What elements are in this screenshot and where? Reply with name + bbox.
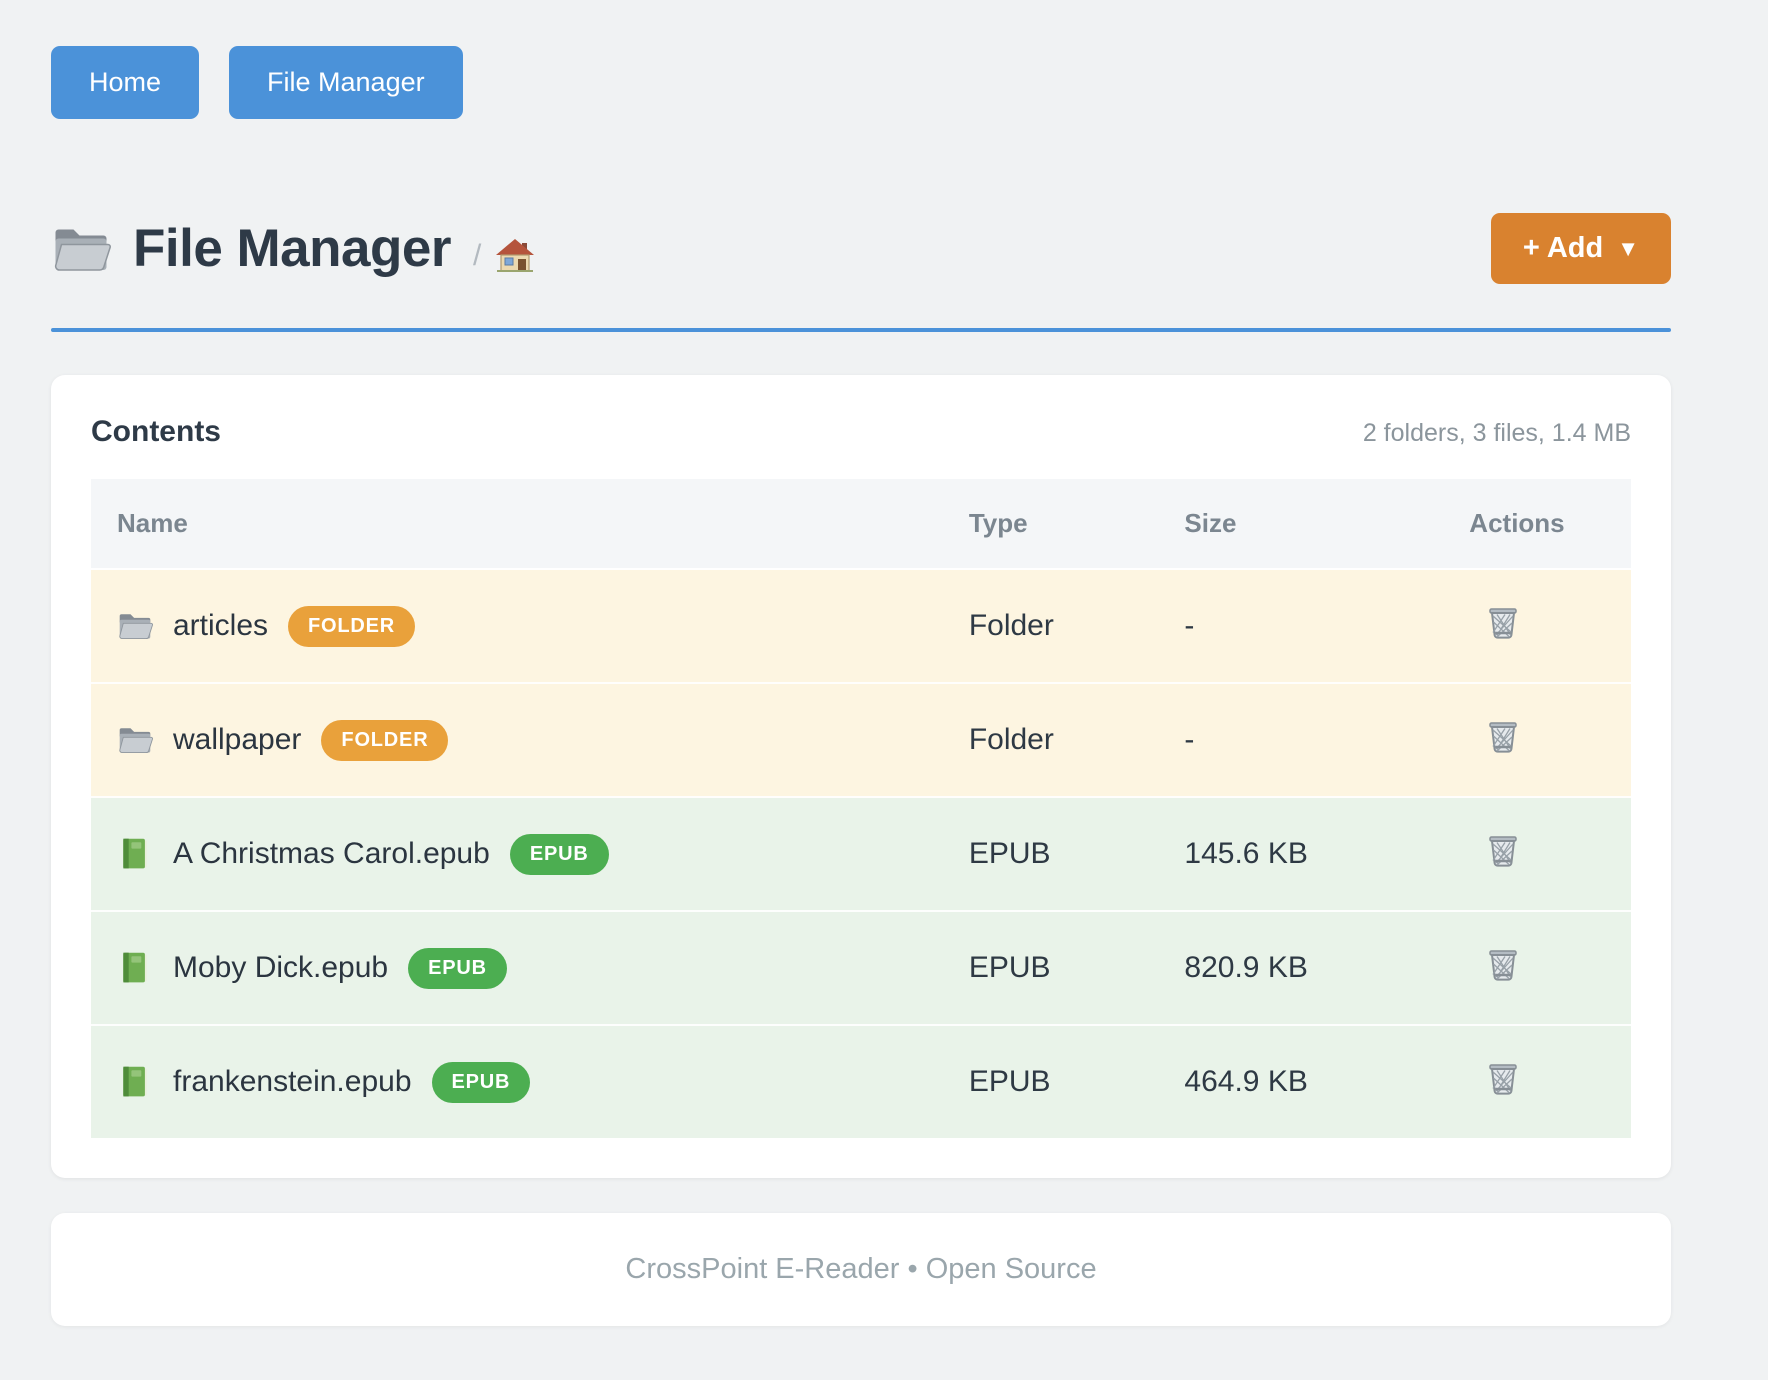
size-cell: 464.9 KB (1184, 1026, 1470, 1138)
chevron-down-icon: ▼ (1617, 235, 1639, 261)
trash-icon (1483, 1058, 1523, 1098)
file-name: Moby Dick.epub (173, 951, 389, 984)
folder-icon (117, 722, 153, 758)
footer-card: CrossPoint E-Reader • Open Source (51, 1213, 1671, 1326)
type-badge: EPUB (509, 833, 609, 875)
book-icon (117, 836, 153, 872)
delete-button[interactable] (1483, 1058, 1523, 1098)
table-row[interactable]: wallpaper FOLDER Folder - (91, 684, 1631, 798)
page-header: File Manager / + Add ▼ (51, 213, 1671, 284)
table-row[interactable]: frankenstein.epub EPUB EPUB 464.9 KB (91, 1026, 1631, 1138)
add-button[interactable]: + Add ▼ (1490, 213, 1671, 284)
delete-button[interactable] (1483, 830, 1523, 870)
type-cell: Folder (968, 684, 1185, 798)
header-divider (51, 328, 1671, 332)
type-badge: FOLDER (321, 719, 449, 761)
page-title: File Manager (133, 219, 451, 278)
top-nav: Home File Manager (51, 46, 1671, 119)
contents-summary: 2 folders, 3 files, 1.4 MB (1362, 419, 1631, 447)
name-cell[interactable]: wallpaper FOLDER (91, 684, 969, 796)
trash-icon (1483, 602, 1523, 642)
breadcrumb-home-link[interactable] (495, 236, 535, 276)
file-name: frankenstein.epub (173, 1065, 412, 1098)
size-cell: 145.6 KB (1184, 798, 1470, 912)
name-cell[interactable]: articles FOLDER (91, 570, 969, 682)
size-cell: - (1184, 570, 1470, 684)
table-header-row: Name Type Size Actions (91, 479, 1631, 570)
page: Home File Manager File Manager / + Add ▼… (51, 0, 1671, 1326)
title-group: File Manager / (51, 218, 535, 279)
size-cell: - (1184, 684, 1470, 798)
trash-icon (1483, 716, 1523, 756)
book-icon (117, 950, 153, 986)
column-header-actions: Actions (1469, 479, 1631, 570)
delete-button[interactable] (1483, 716, 1523, 756)
house-icon (495, 236, 535, 276)
column-header-type: Type (968, 479, 1185, 570)
file-name: articles (173, 609, 269, 642)
trash-icon (1483, 830, 1523, 870)
table-row[interactable]: A Christmas Carol.epub EPUB EPUB 145.6 K… (91, 798, 1631, 912)
nav-home-button[interactable]: Home (51, 46, 200, 119)
file-name: wallpaper (173, 723, 302, 756)
trash-icon (1483, 944, 1523, 984)
table-row[interactable]: Moby Dick.epub EPUB EPUB 820.9 KB (91, 912, 1631, 1026)
type-badge: EPUB (408, 947, 507, 989)
breadcrumb-separator: / (472, 238, 482, 272)
type-cell: EPUB (968, 798, 1185, 912)
type-badge: FOLDER (288, 605, 416, 647)
type-badge: EPUB (431, 1061, 531, 1103)
footer-text: CrossPoint E-Reader • Open Source (625, 1253, 1097, 1285)
contents-heading: Contents (91, 415, 221, 448)
add-button-label: + Add (1522, 232, 1604, 264)
type-cell: Folder (968, 570, 1185, 684)
column-header-size: Size (1184, 479, 1470, 570)
delete-button[interactable] (1483, 602, 1523, 642)
name-cell[interactable]: frankenstein.epub EPUB (91, 1026, 969, 1138)
table-body: articles FOLDER Folder - wallpaper FOLDE… (91, 570, 1631, 1138)
size-cell: 820.9 KB (1184, 912, 1470, 1026)
nav-file-manager-button[interactable]: File Manager (229, 46, 463, 119)
folder-icon (117, 608, 153, 644)
table-row[interactable]: articles FOLDER Folder - (91, 570, 1631, 684)
book-icon (117, 1064, 153, 1100)
contents-card: Contents 2 folders, 3 files, 1.4 MB Name… (51, 375, 1671, 1178)
file-name: A Christmas Carol.epub (173, 837, 490, 870)
name-cell[interactable]: Moby Dick.epub EPUB (91, 912, 969, 1024)
type-cell: EPUB (968, 912, 1185, 1026)
folder-icon (51, 219, 111, 279)
name-cell[interactable]: A Christmas Carol.epub EPUB (91, 798, 969, 910)
contents-card-header: Contents 2 folders, 3 files, 1.4 MB (91, 415, 1631, 449)
file-table: Name Type Size Actions articles FOLDER F… (91, 479, 1631, 1138)
type-cell: EPUB (968, 1026, 1185, 1138)
delete-button[interactable] (1483, 944, 1523, 984)
column-header-name: Name (91, 479, 969, 570)
